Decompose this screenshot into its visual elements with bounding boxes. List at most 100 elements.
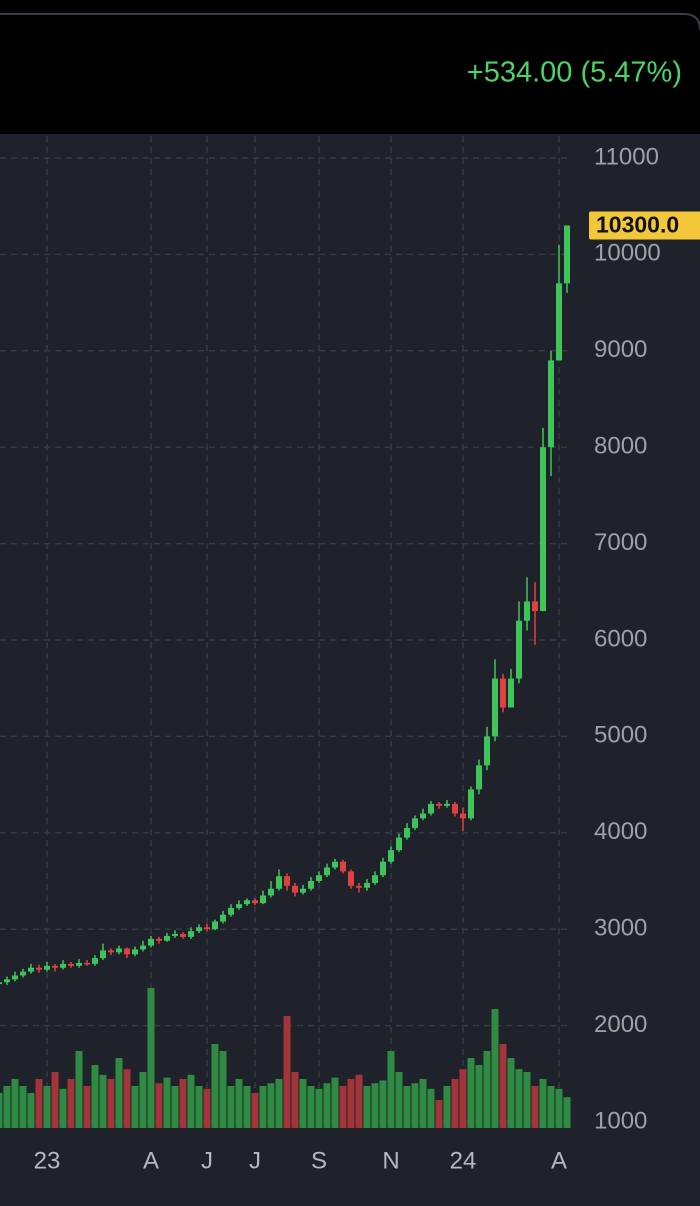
candle-body	[100, 950, 106, 959]
candle-body	[348, 871, 354, 886]
volume-bar	[195, 1086, 203, 1128]
candle-body	[132, 949, 138, 955]
candle-body	[68, 963, 74, 966]
candle-body	[556, 283, 562, 361]
candle-body	[292, 885, 298, 893]
volume-bar	[427, 1088, 435, 1128]
x-tick-label: 24	[450, 1147, 477, 1174]
volume-bar	[387, 1051, 395, 1128]
volume-bar	[515, 1069, 523, 1128]
candle-body	[380, 861, 386, 876]
volume-bar	[491, 1009, 499, 1128]
candle-body	[156, 938, 162, 941]
candle-body	[60, 963, 66, 968]
candle-body	[396, 837, 402, 851]
candle-body	[236, 904, 242, 908]
candle-body	[460, 813, 466, 819]
candle-body	[276, 876, 282, 889]
price-change: +534.00 (5.47%)	[467, 57, 682, 89]
candle-body	[148, 938, 154, 946]
y-tick-label: 8000	[594, 433, 647, 460]
volume-bar	[35, 1079, 43, 1128]
candle-body	[84, 962, 90, 965]
candle-body	[164, 935, 170, 941]
candle-body	[268, 888, 274, 896]
candle-body	[444, 803, 450, 806]
volume-bar	[403, 1086, 411, 1128]
candle-body	[20, 971, 26, 976]
x-tick-label: A	[551, 1147, 567, 1174]
volume-bar	[211, 1044, 219, 1128]
y-tick-label: 2000	[594, 1011, 647, 1038]
volume-bar	[283, 1016, 291, 1128]
volume-bar	[483, 1051, 491, 1128]
x-tick-label: A	[143, 1147, 159, 1174]
volume-bar	[27, 1093, 35, 1128]
candle-body	[52, 965, 58, 968]
volume-bar	[219, 1051, 227, 1128]
candle-body	[316, 875, 322, 881]
candle-body	[116, 948, 122, 953]
candle-body	[388, 850, 394, 862]
x-tick-label: J	[201, 1147, 213, 1174]
volume-bar	[435, 1100, 443, 1128]
candle-body	[500, 678, 506, 708]
volume-bar	[115, 1058, 123, 1128]
candle-body	[204, 927, 210, 930]
volume-bar	[163, 1077, 171, 1128]
volume-bar	[459, 1069, 467, 1128]
candle-body	[284, 876, 290, 886]
volume-bar	[235, 1079, 243, 1128]
volume-bar	[411, 1083, 419, 1128]
volume-bar	[147, 988, 155, 1128]
candle-body	[532, 601, 538, 612]
volume-bar	[347, 1079, 355, 1128]
x-tick-label: S	[311, 1147, 327, 1174]
header	[0, 0, 700, 134]
candle-body	[484, 736, 490, 766]
volume-bar	[43, 1086, 51, 1128]
candle-body	[356, 885, 362, 888]
volume-bar	[523, 1072, 531, 1128]
volume-bar	[179, 1079, 187, 1128]
volume-bar	[123, 1069, 131, 1128]
volume-bar	[339, 1086, 347, 1128]
volume-bar	[51, 1072, 59, 1128]
candle-body	[188, 931, 194, 937]
volume-bar	[315, 1088, 323, 1128]
volume-bar	[507, 1058, 515, 1128]
candle-body	[108, 950, 114, 953]
candle-body	[12, 975, 18, 980]
volume-bar	[99, 1074, 107, 1128]
candle-body	[452, 803, 458, 814]
candle-body	[476, 765, 482, 790]
volume-bar	[355, 1074, 363, 1128]
volume-bar	[139, 1072, 147, 1128]
candle-body	[548, 360, 554, 448]
candle-body	[492, 678, 498, 737]
y-tick-label: 1000	[594, 1107, 647, 1134]
volume-bar	[307, 1086, 315, 1128]
volume-bar	[467, 1058, 475, 1128]
x-tick-label: N	[382, 1147, 399, 1174]
candle-body	[332, 861, 338, 868]
y-tick-label: 6000	[594, 625, 647, 652]
volume-bar	[19, 1086, 27, 1128]
volume-bar	[171, 1086, 179, 1128]
candle-body	[428, 803, 434, 814]
candle-body	[4, 979, 10, 983]
volume-bar	[323, 1083, 331, 1128]
candle-body	[36, 967, 42, 970]
y-tick-label: 11000	[594, 143, 659, 170]
volume-bar	[107, 1079, 115, 1128]
candle-body	[324, 867, 330, 876]
candle-body	[308, 881, 314, 889]
y-tick-label: 5000	[594, 722, 647, 749]
volume-bar	[11, 1079, 19, 1128]
volume-bar	[259, 1086, 267, 1128]
volume-bar	[267, 1083, 275, 1128]
volume-bar	[555, 1088, 563, 1128]
candle-body	[412, 818, 418, 828]
